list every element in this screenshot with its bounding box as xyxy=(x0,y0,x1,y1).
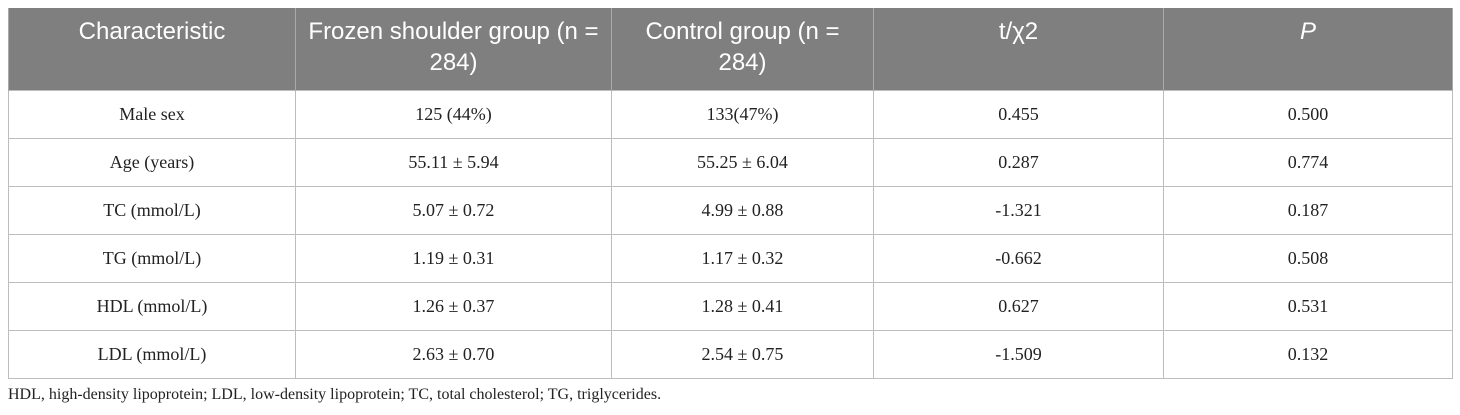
cell-characteristic: LDL (mmol/L) xyxy=(8,330,296,379)
table-row: TC (mmol/L) 5.07 ± 0.72 4.99 ± 0.88 -1.3… xyxy=(8,186,1453,235)
cell-p-value: 0.132 xyxy=(1163,330,1453,379)
header-test-statistic: t/χ2 xyxy=(873,8,1164,91)
header-control-group: Control group (n = 284) xyxy=(611,8,874,91)
cell-frozen-shoulder: 55.11 ± 5.94 xyxy=(295,138,612,187)
cell-control: 1.28 ± 0.41 xyxy=(611,282,874,331)
cell-test-statistic: -1.321 xyxy=(873,186,1164,235)
cell-control: 1.17 ± 0.32 xyxy=(611,234,874,283)
cell-p-value: 0.508 xyxy=(1163,234,1453,283)
table-header-row: Characteristic Frozen shoulder group (n … xyxy=(8,8,1453,91)
table-row: Male sex 125 (44%) 133(47%) 0.455 0.500 xyxy=(8,90,1453,139)
header-p-value: P xyxy=(1163,8,1453,91)
cell-characteristic: TC (mmol/L) xyxy=(8,186,296,235)
cell-frozen-shoulder: 1.19 ± 0.31 xyxy=(295,234,612,283)
data-table-container: Characteristic Frozen shoulder group (n … xyxy=(8,8,1453,379)
characteristics-table: Characteristic Frozen shoulder group (n … xyxy=(8,8,1453,379)
cell-control: 2.54 ± 0.75 xyxy=(611,330,874,379)
cell-control: 133(47%) xyxy=(611,90,874,139)
cell-characteristic: Male sex xyxy=(8,90,296,139)
cell-characteristic: Age (years) xyxy=(8,138,296,187)
cell-control: 4.99 ± 0.88 xyxy=(611,186,874,235)
cell-test-statistic: 0.287 xyxy=(873,138,1164,187)
cell-test-statistic: 0.455 xyxy=(873,90,1164,139)
cell-frozen-shoulder: 1.26 ± 0.37 xyxy=(295,282,612,331)
header-characteristic: Characteristic xyxy=(8,8,296,91)
cell-characteristic: HDL (mmol/L) xyxy=(8,282,296,331)
table-footnote: HDL, high-density lipoprotein; LDL, low-… xyxy=(8,386,662,403)
cell-test-statistic: -0.662 xyxy=(873,234,1164,283)
table-row: HDL (mmol/L) 1.26 ± 0.37 1.28 ± 0.41 0.6… xyxy=(8,282,1453,331)
cell-test-statistic: 0.627 xyxy=(873,282,1164,331)
cell-characteristic: TG (mmol/L) xyxy=(8,234,296,283)
cell-frozen-shoulder: 2.63 ± 0.70 xyxy=(295,330,612,379)
header-frozen-shoulder-group: Frozen shoulder group (n = 284) xyxy=(295,8,612,91)
cell-p-value: 0.500 xyxy=(1163,90,1453,139)
cell-frozen-shoulder: 5.07 ± 0.72 xyxy=(295,186,612,235)
table-row: LDL (mmol/L) 2.63 ± 0.70 2.54 ± 0.75 -1.… xyxy=(8,330,1453,379)
cell-p-value: 0.531 xyxy=(1163,282,1453,331)
cell-p-value: 0.774 xyxy=(1163,138,1453,187)
cell-test-statistic: -1.509 xyxy=(873,330,1164,379)
cell-p-value: 0.187 xyxy=(1163,186,1453,235)
cell-frozen-shoulder: 125 (44%) xyxy=(295,90,612,139)
table-row: Age (years) 55.11 ± 5.94 55.25 ± 6.04 0.… xyxy=(8,138,1453,187)
cell-control: 55.25 ± 6.04 xyxy=(611,138,874,187)
table-row: TG (mmol/L) 1.19 ± 0.31 1.17 ± 0.32 -0.6… xyxy=(8,234,1453,283)
